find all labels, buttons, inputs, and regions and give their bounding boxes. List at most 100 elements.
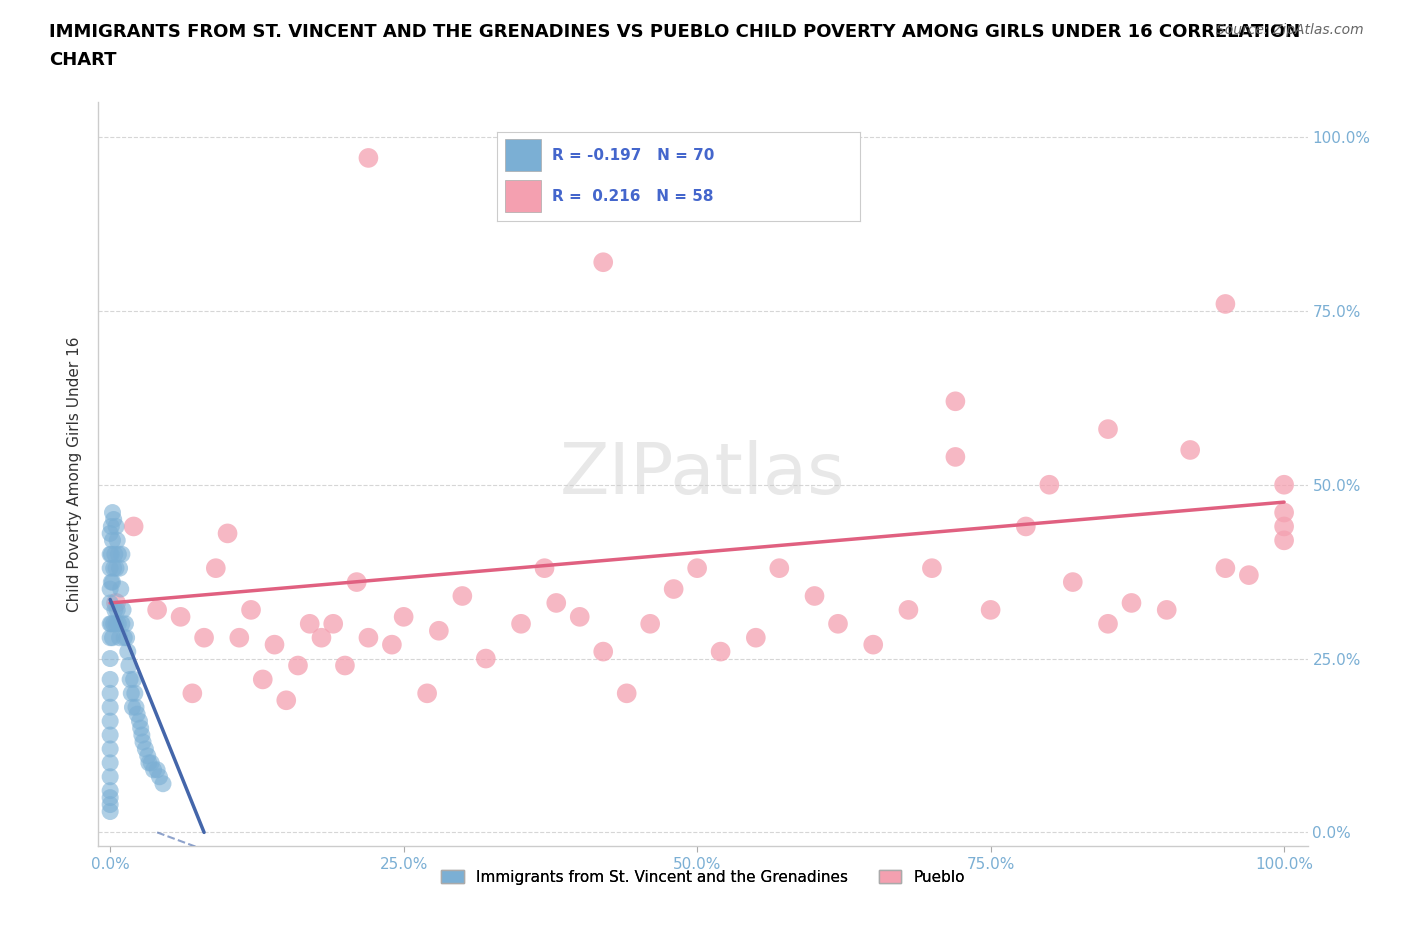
Point [1038,477,1060,492]
Point [98,526,121,541]
Point [98,797,121,812]
Point [710,644,733,659]
Point [146,763,169,777]
Point [169,609,191,624]
Point [128,713,150,728]
Point [148,769,170,784]
Point [105,519,128,534]
Point [1272,533,1295,548]
Point [533,561,555,576]
Point [98,631,121,645]
Point [346,575,368,590]
Point [107,617,129,631]
Point [141,755,163,770]
Point [1015,519,1038,534]
Point [568,609,591,624]
Point [111,547,134,562]
Point [638,617,661,631]
Point [103,512,125,527]
Point [416,686,439,701]
Point [104,603,127,618]
Point [240,603,263,618]
Point [945,449,967,464]
Point [357,151,380,166]
Point [381,637,404,652]
Point [101,505,124,520]
Point [510,617,533,631]
Point [112,603,135,618]
Point [392,609,415,624]
Point [122,519,145,534]
Point [298,617,321,631]
Point [980,603,1002,618]
Text: IMMIGRANTS FROM ST. VINCENT AND THE GRENADINES VS PUEBLO CHILD POVERTY AMONG GIR: IMMIGRANTS FROM ST. VINCENT AND THE GREN… [49,23,1301,41]
Point [745,631,768,645]
Point [921,561,943,576]
Point [945,393,967,408]
Point [104,547,127,562]
Point [108,631,131,645]
Point [322,617,344,631]
Point [1215,561,1237,576]
Point [98,713,121,728]
Point [101,575,124,590]
Point [105,533,128,548]
Text: Source: ZipAtlas.com: Source: ZipAtlas.com [1216,23,1364,37]
Point [827,617,849,631]
Point [103,561,125,576]
Point [546,595,568,610]
Point [1097,421,1119,436]
Point [287,658,309,673]
Point [1097,617,1119,631]
Point [105,617,128,631]
Point [101,533,124,548]
Point [98,672,121,687]
Text: CHART: CHART [49,51,117,69]
Point [138,755,160,770]
Point [98,699,121,714]
Point [122,672,145,687]
Point [217,526,239,541]
Point [105,603,128,618]
Point [111,617,134,631]
Point [616,686,638,701]
Point [357,631,380,645]
Point [112,631,135,645]
Point [1215,297,1237,312]
Text: ZIPatlas: ZIPatlas [560,440,846,509]
Point [100,547,122,562]
Point [98,741,121,756]
Point [101,631,124,645]
Point [768,561,790,576]
Point [592,644,614,659]
Point [108,561,131,576]
Point [134,741,156,756]
Point [121,699,143,714]
Point [98,561,121,576]
Point [98,595,121,610]
Point [98,547,121,562]
Point [98,790,121,805]
Point [98,783,121,798]
Point [110,581,132,596]
Point [862,637,884,652]
Point [592,255,614,270]
Point [105,595,128,610]
Point [107,547,129,562]
Point [98,651,121,666]
Point [475,651,498,666]
Point [98,617,121,631]
Point [252,672,274,687]
Point [228,631,250,645]
Point [115,631,138,645]
Point [1272,505,1295,520]
Point [124,686,146,701]
Point [204,561,226,576]
Point [263,637,285,652]
Point [1121,595,1143,610]
Point [98,769,121,784]
Point [1272,477,1295,492]
Point [120,686,142,701]
Point [125,699,148,714]
Point [114,617,136,631]
